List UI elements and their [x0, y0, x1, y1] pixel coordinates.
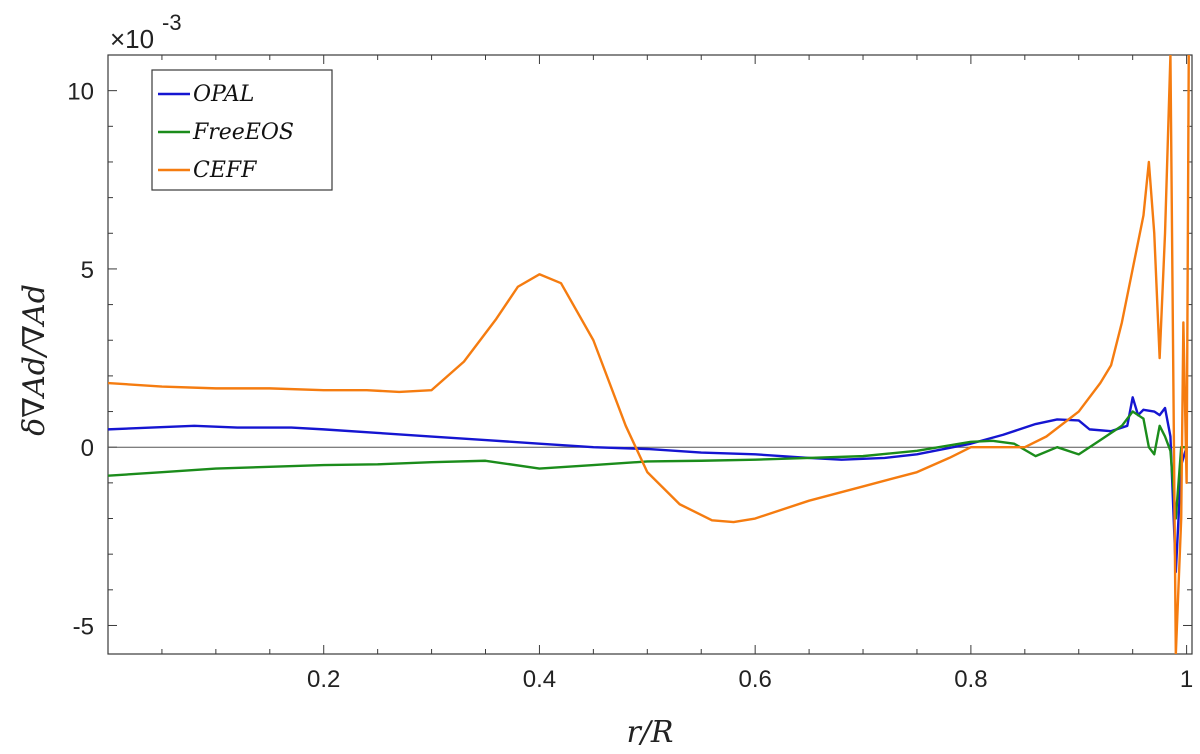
y-tick-label: 5 — [81, 257, 94, 284]
x-axis-label: r/R — [626, 715, 673, 750]
y-multiplier-exponent: -3 — [162, 10, 182, 35]
series-line-freeeos — [108, 410, 1187, 520]
series-lines — [108, 55, 1190, 654]
x-tick-label: 1 — [1180, 666, 1193, 693]
y-tick-label: 10 — [67, 79, 94, 106]
tick-labels: 0.2 0.4 0.6 0.8 1 -5 0 5 10 — [67, 79, 1193, 693]
series-line-ceff — [108, 55, 1190, 654]
x-tick-label: 0.2 — [307, 666, 340, 693]
y-tick-label: -5 — [73, 613, 94, 640]
legend-label-ceff: CEFF — [193, 158, 257, 183]
y-axis-label: δ∇Ad/∇Ad — [17, 284, 52, 436]
y-tick-label: 0 — [81, 435, 94, 462]
x-tick-label: 0.8 — [954, 666, 987, 693]
x-tick-label: 0.4 — [523, 666, 556, 693]
legend-label-freeeos: FreeEOS — [192, 120, 294, 145]
x-tick-label: 0.6 — [738, 666, 771, 693]
legend-label-opal: OPAL — [193, 82, 254, 107]
y-multiplier: ×10 — [110, 24, 154, 54]
legend: OPAL FreeEOS CEFF — [151, 69, 333, 191]
series-line-opal — [108, 396, 1188, 574]
